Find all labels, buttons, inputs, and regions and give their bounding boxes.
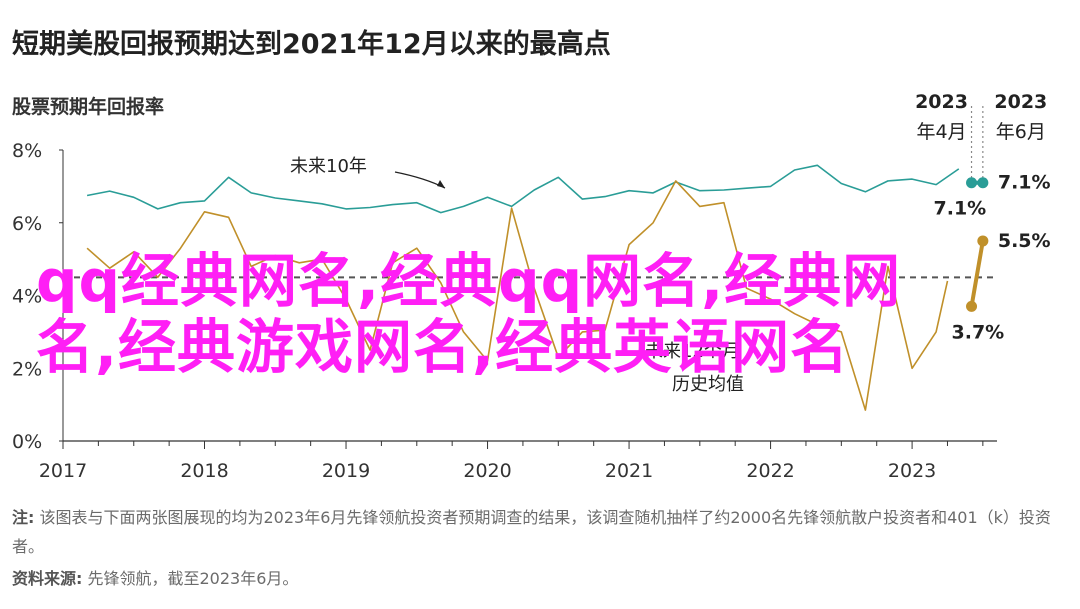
june-2023-year-label: 2023 [994,91,1047,113]
teal-june-point [977,177,988,188]
teal-june-value-label: 7.1% [998,172,1051,194]
chart-source: 资料来源: 先锋领航，截至2023年6月。 [12,565,298,589]
y-tick-label: 6% [12,213,42,235]
x-tick-label: 2021 [605,460,653,482]
x-tick-label: 2017 [39,460,87,482]
gold-april-value-label: 3.7% [952,321,1005,343]
gold-june-point [977,235,988,246]
y-tick-label: 8% [12,140,42,162]
x-tick-label: 2018 [180,460,228,482]
teal-april-point [966,177,977,188]
chart-note: 注: 该图表与下面两张图展现的均为2023年6月先锋领航投资者预期调查的结果，该… [12,503,1072,561]
april-2023-month-label: 年4月 [916,121,966,143]
x-tick-label: 2020 [463,460,511,482]
y-tick-label: 2% [12,358,42,380]
gold-highlight-segment [972,241,983,306]
note-text: 该图表与下面两张图展现的均为2023年6月先锋领航投资者预期调查的结果，该调查随… [12,508,1051,556]
twelve-month-series-label: 未来12个月 [645,341,740,362]
april-2023-year-label: 2023 [915,91,968,113]
source-label: 资料来源: [12,569,82,588]
june-2023-month-label: 年6月 [996,121,1046,143]
x-tick-label: 2019 [322,460,370,482]
line-chart: 0% 2% 4% 6% 8% 2017 2018 2019 2020 2021 2022 2023 未… [0,0,1080,500]
y-tick-label: 4% [12,286,42,308]
gold-april-point [966,301,977,312]
ten-year-arrowhead [437,180,445,188]
historical-average-label: 历史均值 [672,374,744,395]
gold-june-value-label: 5.5% [998,230,1051,252]
series-line-1 [87,181,947,410]
series-line-0 [87,165,959,212]
teal-april-value-label: 7.1% [934,198,987,220]
x-tick-label: 2022 [746,460,794,482]
source-text: 先锋领航，截至2023年6月。 [88,569,299,588]
note-label: 注: [12,508,34,527]
y-tick-label: 0% [12,431,42,453]
x-tick-label: 2023 [888,460,936,482]
ten-year-series-label: 未来10年 [290,156,367,177]
